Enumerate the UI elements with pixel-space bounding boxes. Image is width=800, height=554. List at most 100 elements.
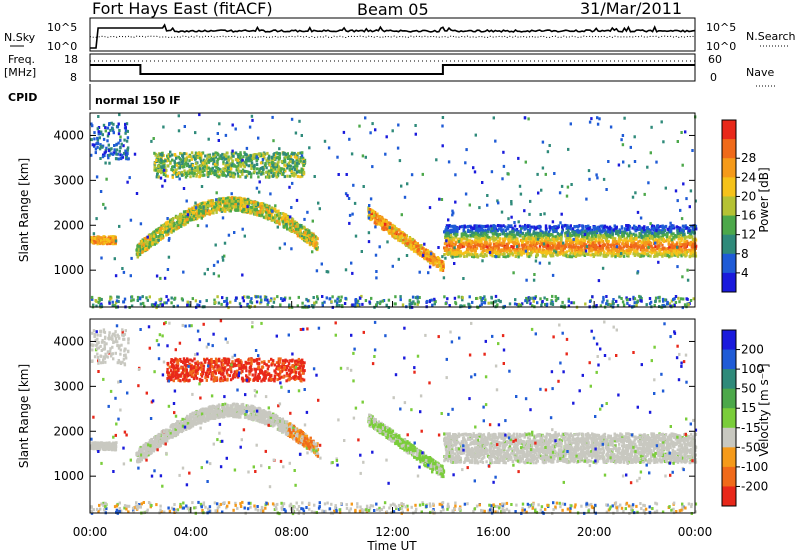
data-cell — [227, 173, 230, 177]
data-cell — [155, 306, 158, 310]
data-cell — [218, 175, 221, 179]
data-cell — [673, 234, 677, 237]
data-cell — [540, 238, 544, 242]
data-cell — [135, 248, 138, 252]
data-cell — [282, 172, 285, 176]
data-cell — [545, 242, 549, 246]
data-cell — [570, 301, 573, 305]
data-cell — [539, 229, 542, 233]
data-cell — [632, 252, 635, 256]
data-cell — [299, 151, 302, 155]
data-cell — [190, 209, 193, 213]
data-cell — [544, 254, 547, 258]
data-cell — [595, 239, 598, 243]
data-cell — [549, 238, 552, 242]
data-cell — [180, 170, 184, 174]
data-cell — [234, 205, 238, 209]
data-cell — [274, 163, 277, 167]
data-cell — [297, 295, 300, 299]
data-cell — [550, 299, 553, 303]
data-cell — [288, 154, 291, 158]
data-cell — [398, 228, 401, 232]
data-cell — [243, 165, 246, 169]
data-cell — [673, 303, 676, 307]
data-cell — [691, 254, 694, 258]
data-cell — [535, 246, 538, 250]
data-cell — [165, 295, 168, 299]
data-cell — [171, 153, 174, 157]
data-cell — [680, 254, 683, 258]
data-cell — [215, 166, 218, 169]
data-cell — [300, 235, 304, 239]
data-cell — [516, 253, 520, 257]
data-cell — [175, 168, 178, 172]
data-cell — [153, 163, 156, 167]
data-cell — [425, 250, 428, 254]
data-cell — [237, 155, 240, 158]
data-cell — [412, 244, 416, 248]
data-cell — [159, 227, 162, 231]
data-cell — [290, 153, 293, 157]
data-cell — [452, 231, 456, 235]
data-cell — [614, 255, 617, 259]
data-cell — [535, 252, 539, 256]
data-cell — [261, 213, 264, 217]
data-cell — [599, 240, 602, 244]
data-cell — [688, 248, 691, 252]
data-cell — [502, 306, 505, 310]
data-cell — [643, 243, 647, 247]
data-cell — [158, 152, 161, 156]
data-cell — [195, 174, 198, 178]
nave-tick-bottom: 0 — [710, 71, 717, 84]
data-cell — [297, 227, 300, 231]
data-cell — [225, 154, 228, 158]
data-cell — [526, 228, 530, 232]
data-cell — [572, 252, 575, 256]
data-cell — [525, 296, 528, 300]
data-cell — [599, 304, 603, 308]
data-cell — [229, 209, 232, 213]
data-cell — [233, 164, 237, 168]
data-cell — [264, 216, 267, 220]
data-cell — [159, 161, 163, 165]
data-cell — [665, 247, 668, 251]
data-cell — [153, 242, 156, 246]
data-cell — [206, 211, 209, 215]
data-cell — [202, 211, 205, 215]
data-cell — [400, 234, 403, 238]
data-cell — [95, 237, 98, 241]
data-cell — [596, 227, 599, 231]
data-cell — [556, 232, 560, 236]
data-cell — [299, 231, 302, 235]
data-cell — [237, 205, 240, 209]
data-cell — [314, 237, 318, 241]
data-cell — [130, 304, 134, 308]
data-cell — [177, 171, 180, 175]
data-cell — [433, 255, 436, 259]
data-cell — [109, 236, 112, 240]
data-cell — [492, 246, 495, 250]
data-cell — [294, 172, 298, 176]
data-cell — [216, 151, 219, 155]
data-cell — [437, 257, 441, 261]
data-cell — [537, 241, 540, 245]
data-cell — [606, 303, 610, 306]
data-cell — [211, 166, 214, 170]
data-cell — [456, 252, 459, 256]
data-cell — [166, 154, 169, 158]
data-cell — [221, 157, 224, 161]
data-cell — [480, 302, 483, 306]
data-cell — [373, 221, 376, 225]
data-cell — [290, 170, 293, 173]
data-cell — [173, 221, 176, 225]
data-cell — [393, 235, 396, 239]
data-cell — [197, 214, 200, 218]
data-cell — [236, 200, 240, 203]
nsky-tick-bottom: 10^0 — [47, 40, 77, 53]
data-cell — [239, 202, 242, 206]
data-cell — [186, 209, 190, 213]
data-cell — [672, 225, 675, 229]
data-cell — [267, 156, 270, 160]
data-cell — [176, 174, 180, 178]
